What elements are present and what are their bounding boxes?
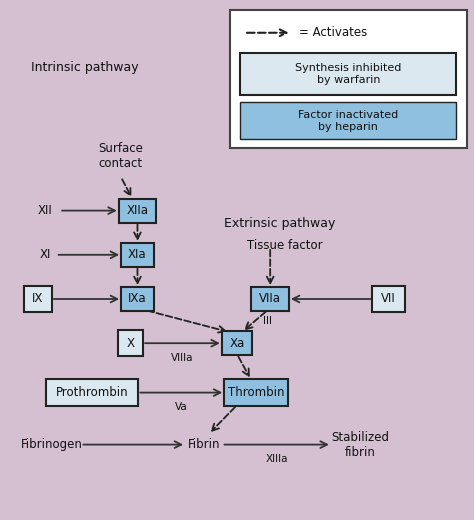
Text: Stabilized
fibrin: Stabilized fibrin	[331, 431, 389, 459]
Text: XIIIa: XIIIa	[265, 454, 288, 464]
Text: Fibrin: Fibrin	[188, 438, 220, 451]
FancyBboxPatch shape	[373, 286, 405, 312]
Text: XI: XI	[39, 249, 51, 261]
Text: VIIa: VIIa	[259, 292, 281, 305]
Text: Fibrinogen: Fibrinogen	[21, 438, 83, 451]
FancyBboxPatch shape	[224, 379, 288, 406]
FancyBboxPatch shape	[251, 287, 289, 311]
Text: Factor inactivated
by heparin: Factor inactivated by heparin	[298, 110, 399, 132]
Text: Va: Va	[175, 402, 188, 412]
Text: Extrinsic pathway: Extrinsic pathway	[224, 217, 335, 230]
Text: = Activates: = Activates	[299, 26, 367, 40]
FancyBboxPatch shape	[240, 102, 456, 139]
FancyBboxPatch shape	[24, 286, 52, 312]
FancyBboxPatch shape	[46, 379, 138, 406]
Text: XIa: XIa	[128, 249, 147, 261]
FancyBboxPatch shape	[121, 287, 154, 311]
FancyBboxPatch shape	[230, 10, 467, 148]
Text: XIIa: XIIa	[127, 204, 148, 217]
Text: X: X	[127, 337, 134, 349]
Text: Thrombin: Thrombin	[228, 386, 284, 399]
FancyBboxPatch shape	[121, 243, 154, 267]
Text: VIIIa: VIIIa	[171, 353, 194, 363]
Text: IX: IX	[32, 292, 44, 305]
Text: Intrinsic pathway: Intrinsic pathway	[31, 61, 138, 74]
FancyBboxPatch shape	[118, 330, 143, 356]
Text: XII: XII	[37, 204, 53, 217]
FancyBboxPatch shape	[118, 199, 156, 223]
Text: IXa: IXa	[128, 292, 147, 305]
Text: Synthesis inhibited
by warfarin: Synthesis inhibited by warfarin	[295, 63, 401, 85]
Text: Surface
contact: Surface contact	[99, 142, 143, 170]
Text: Xa: Xa	[229, 337, 245, 349]
Text: Prothrombin: Prothrombin	[56, 386, 129, 399]
Text: III: III	[264, 316, 272, 326]
Text: Tissue factor: Tissue factor	[246, 239, 322, 252]
FancyBboxPatch shape	[240, 53, 456, 95]
FancyBboxPatch shape	[222, 331, 252, 355]
Text: VII: VII	[381, 292, 396, 305]
